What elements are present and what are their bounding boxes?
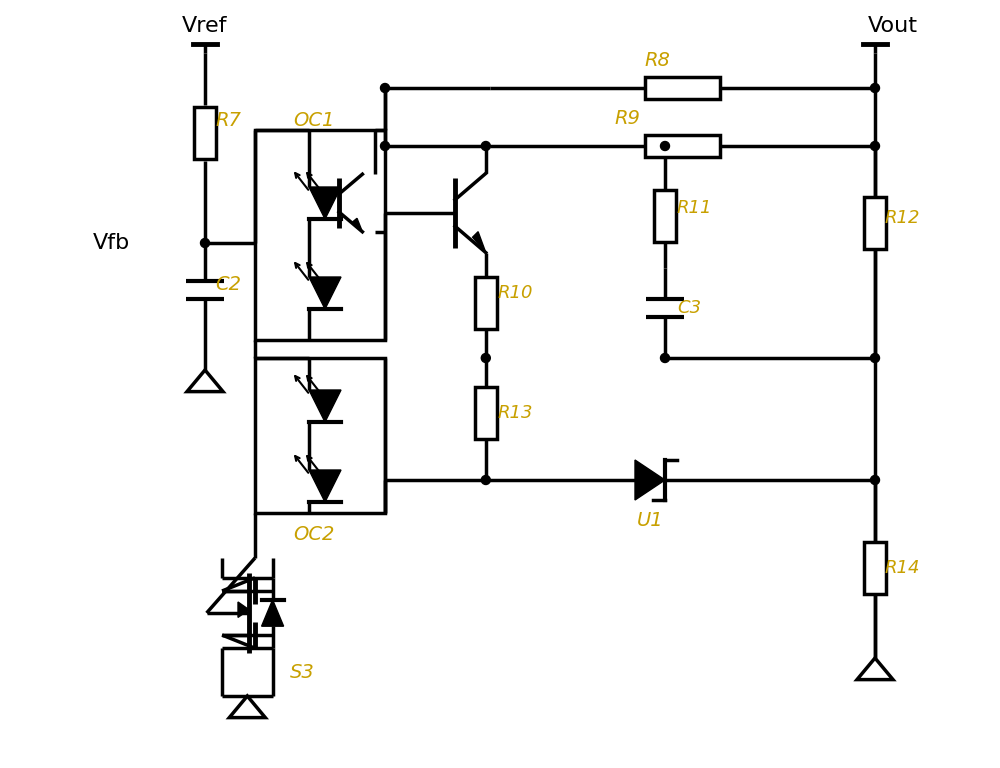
Text: R12: R12 xyxy=(885,209,920,227)
Bar xyxy=(864,542,886,594)
Text: R14: R14 xyxy=(885,559,920,577)
Polygon shape xyxy=(352,218,362,232)
Bar xyxy=(654,190,676,242)
Bar xyxy=(194,107,216,159)
Circle shape xyxy=(481,141,490,151)
Text: C2: C2 xyxy=(215,276,241,294)
Polygon shape xyxy=(229,696,265,717)
Text: R11: R11 xyxy=(677,199,712,217)
Bar xyxy=(475,277,497,329)
Text: S3: S3 xyxy=(290,664,315,683)
Polygon shape xyxy=(635,460,665,500)
Text: C3: C3 xyxy=(677,299,701,317)
Bar xyxy=(475,387,497,439)
Polygon shape xyxy=(473,232,486,253)
Text: R13: R13 xyxy=(498,404,533,422)
Text: Vfb: Vfb xyxy=(93,233,130,253)
Polygon shape xyxy=(857,658,893,680)
Polygon shape xyxy=(262,600,284,626)
Circle shape xyxy=(660,353,670,362)
Circle shape xyxy=(200,239,209,247)
Polygon shape xyxy=(187,370,223,392)
Circle shape xyxy=(660,141,670,151)
Circle shape xyxy=(481,353,490,362)
Text: R9: R9 xyxy=(615,108,640,127)
Polygon shape xyxy=(309,470,341,502)
Circle shape xyxy=(481,475,490,485)
Text: Vref: Vref xyxy=(182,16,228,36)
Polygon shape xyxy=(309,390,341,422)
Text: OC2: OC2 xyxy=(293,525,334,545)
Bar xyxy=(864,197,886,249)
Bar xyxy=(255,130,385,340)
Polygon shape xyxy=(309,187,341,219)
Text: OC1: OC1 xyxy=(293,111,334,130)
Bar xyxy=(645,135,720,157)
Text: Vout: Vout xyxy=(868,16,918,36)
Text: R10: R10 xyxy=(498,284,533,302)
Circle shape xyxy=(380,141,390,151)
Text: U1: U1 xyxy=(637,511,663,529)
Text: R7: R7 xyxy=(215,111,241,131)
Circle shape xyxy=(870,84,880,92)
Text: R8: R8 xyxy=(645,51,670,69)
Polygon shape xyxy=(309,277,341,309)
Polygon shape xyxy=(238,602,249,617)
Circle shape xyxy=(870,141,880,151)
Circle shape xyxy=(380,84,390,92)
Circle shape xyxy=(870,353,880,362)
Bar xyxy=(645,77,720,99)
Bar xyxy=(255,358,385,513)
Circle shape xyxy=(870,475,880,485)
